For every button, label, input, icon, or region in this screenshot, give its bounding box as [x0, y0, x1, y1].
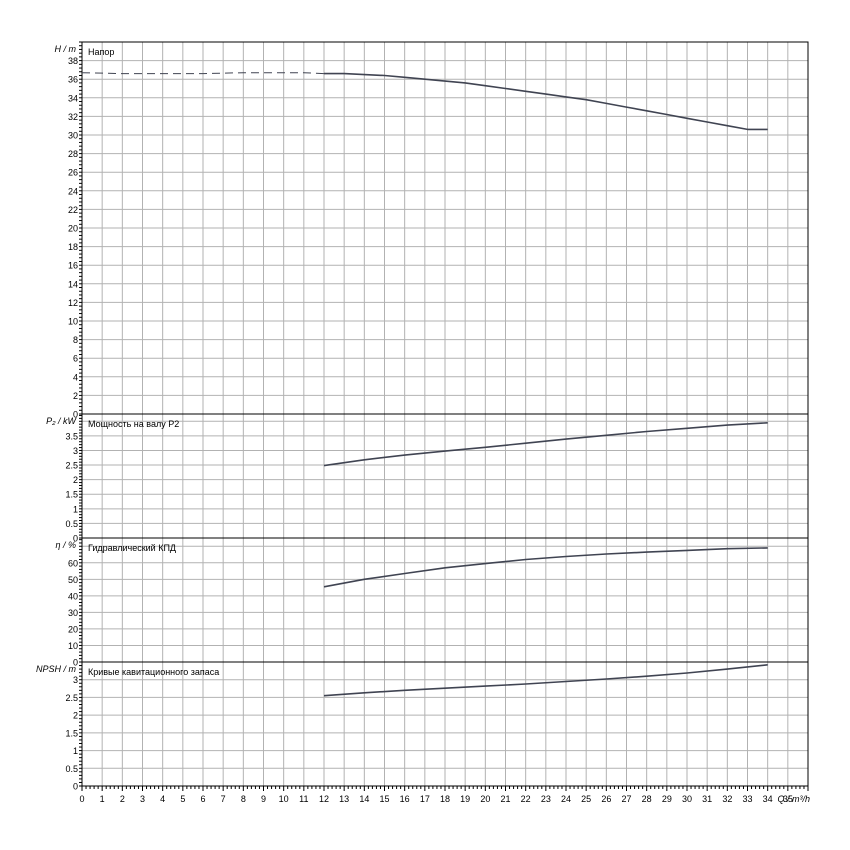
panel-title: Кривые кавитационного запаса [88, 667, 219, 677]
x-tick-label: 20 [480, 794, 490, 804]
y-tick-label: 0 [73, 410, 78, 420]
curve [323, 547, 768, 588]
curve [323, 664, 768, 697]
x-tick-label: 18 [440, 794, 450, 804]
curve [324, 72, 768, 131]
x-tick-label: 34 [763, 794, 773, 804]
y-tick-label: 8 [73, 335, 78, 345]
y-tick-label: 22 [68, 205, 78, 215]
y-tick-label: 28 [68, 149, 78, 159]
y-tick-label: 60 [68, 558, 78, 568]
y-tick-label: 24 [68, 186, 78, 196]
x-tick-label: 14 [359, 794, 369, 804]
y-tick-label: 2 [73, 711, 78, 721]
y-tick-label: 34 [68, 93, 78, 103]
y-tick-label: 3 [73, 446, 78, 456]
y-tick-label: 20 [68, 624, 78, 634]
y-tick-label: 2 [73, 475, 78, 485]
y-tick-label: 0 [73, 534, 78, 544]
y-tick-label: 12 [68, 298, 78, 308]
y-tick-label: 4 [73, 372, 78, 382]
x-tick-label: 12 [319, 794, 329, 804]
x-tick-label: 31 [702, 794, 712, 804]
y-tick-label: 40 [68, 591, 78, 601]
y-tick-label: 18 [68, 242, 78, 252]
x-tick-label: 26 [601, 794, 611, 804]
x-tick-label: 2 [120, 794, 125, 804]
x-tick-label: 25 [581, 794, 591, 804]
x-tick-label: 9 [261, 794, 266, 804]
y-tick-label: 1.5 [65, 490, 78, 500]
x-tick-label: 33 [742, 794, 752, 804]
y-tick-label: 0 [73, 782, 78, 792]
x-tick-label: 1 [100, 794, 105, 804]
y-tick-label: 50 [68, 575, 78, 585]
y-tick-label: 0 [73, 658, 78, 668]
x-tick-label: 24 [561, 794, 571, 804]
y-tick-label: 0.5 [65, 519, 78, 529]
y-tick-label: 0.5 [65, 764, 78, 774]
x-tick-label: 8 [241, 794, 246, 804]
y-tick-label: 6 [73, 354, 78, 364]
y-tick-label: 10 [68, 641, 78, 651]
x-tick-label: 0 [79, 794, 84, 804]
y-axis-label: P₂ / kW [46, 416, 77, 426]
x-tick-label: 30 [682, 794, 692, 804]
panel-title: Гидравлический КПД [88, 543, 176, 553]
x-axis-label: Q / m³/h [777, 794, 810, 804]
y-tick-label: 16 [68, 261, 78, 271]
y-tick-label: 30 [68, 131, 78, 141]
y-axis-label: NPSH / m [36, 664, 77, 674]
x-tick-label: 32 [722, 794, 732, 804]
y-axis-label: H / m [55, 44, 77, 54]
y-tick-label: 26 [68, 168, 78, 178]
y-tick-label: 14 [68, 279, 78, 289]
y-tick-label: 3 [73, 675, 78, 685]
y-tick-label: 10 [68, 317, 78, 327]
x-tick-label: 28 [642, 794, 652, 804]
x-tick-label: 3 [140, 794, 145, 804]
y-tick-label: 1 [73, 504, 78, 514]
x-tick-label: 4 [160, 794, 165, 804]
x-tick-label: 5 [180, 794, 185, 804]
y-tick-label: 1 [73, 746, 78, 756]
x-tick-label: 11 [299, 794, 308, 804]
x-tick-label: 21 [500, 794, 510, 804]
x-tick-label: 7 [221, 794, 226, 804]
y-tick-label: 1.5 [65, 728, 78, 738]
x-tick-label: 19 [460, 794, 470, 804]
x-tick-label: 23 [541, 794, 551, 804]
x-tick-label: 10 [279, 794, 289, 804]
y-tick-label: 20 [68, 224, 78, 234]
y-tick-label: 3.5 [65, 431, 78, 441]
y-tick-label: 36 [68, 75, 78, 85]
x-tick-label: 6 [200, 794, 205, 804]
y-tick-label: 2.5 [65, 461, 78, 471]
x-tick-label: 13 [339, 794, 349, 804]
y-tick-label: 38 [68, 56, 78, 66]
panel-title: Напор [88, 47, 114, 57]
curve [323, 422, 768, 467]
x-tick-label: 16 [400, 794, 410, 804]
y-tick-label: 30 [68, 608, 78, 618]
y-tick-label: 32 [68, 112, 78, 122]
y-axis-label: η / % [55, 540, 76, 550]
x-tick-label: 15 [379, 794, 389, 804]
panel-title: Мощность на валу P2 [88, 419, 179, 429]
x-tick-label: 29 [662, 794, 672, 804]
x-tick-label: 17 [420, 794, 430, 804]
x-tick-label: 22 [521, 794, 531, 804]
x-tick-label: 27 [621, 794, 631, 804]
x-tick-label: 35 [783, 794, 793, 804]
y-tick-label: 2.5 [65, 693, 78, 703]
y-tick-label: 2 [73, 391, 78, 401]
